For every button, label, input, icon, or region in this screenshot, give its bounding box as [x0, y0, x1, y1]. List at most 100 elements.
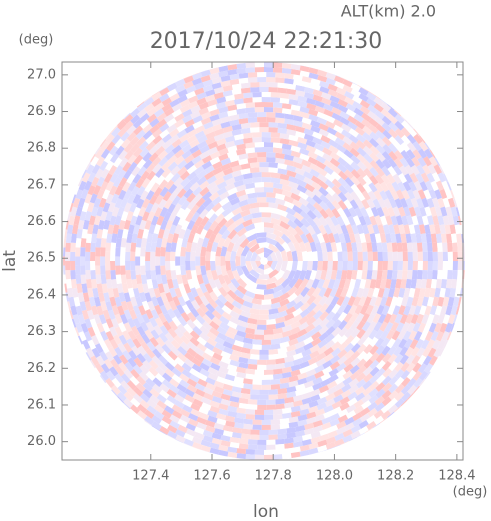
radar-cell	[264, 182, 274, 188]
radar-cell	[312, 324, 323, 334]
radar-cell	[279, 173, 290, 181]
radar-cell	[196, 176, 207, 186]
radar-cell	[125, 269, 132, 280]
radar-cell	[220, 245, 228, 257]
radar-cell	[165, 269, 172, 280]
radar-cell	[283, 318, 295, 327]
radar-cell	[362, 386, 373, 397]
radar-cell	[452, 269, 458, 280]
radar-cell	[286, 250, 293, 261]
radar-cell	[284, 355, 295, 363]
radar-cell	[204, 419, 216, 428]
radar-cell	[380, 403, 392, 414]
radar-cell	[306, 286, 316, 298]
radar-cell	[116, 391, 127, 402]
radar-cell	[189, 144, 200, 155]
radar-cell	[150, 202, 160, 213]
radar-cell	[394, 142, 405, 154]
radar-cell	[251, 212, 262, 219]
radar-cell	[206, 175, 217, 185]
radar-cell	[246, 280, 258, 289]
radar-cell	[196, 336, 207, 346]
radar-cell	[165, 292, 174, 303]
radar-cell	[123, 292, 131, 303]
radar-cell	[213, 428, 225, 436]
radar-cell	[319, 86, 330, 94]
radar-cell	[369, 159, 380, 170]
radar-cell	[287, 292, 298, 303]
radar-cell	[184, 351, 195, 362]
radar-cell	[127, 357, 137, 368]
radar-cell	[376, 151, 386, 163]
radar-cell	[185, 422, 197, 432]
radar-cell	[142, 151, 152, 163]
radar-cell	[157, 150, 168, 160]
radar-cell	[301, 81, 312, 89]
radar-cell	[375, 382, 386, 392]
radar-cell	[342, 376, 353, 387]
radar-cell	[202, 314, 213, 325]
radar-cell	[221, 201, 232, 211]
radar-cell	[324, 172, 336, 183]
radar-cell	[214, 298, 225, 309]
radar-cell	[331, 303, 341, 315]
radar-cell	[161, 103, 172, 113]
radar-cell	[159, 419, 170, 430]
radar-cell	[192, 318, 203, 330]
radar-cell	[145, 202, 154, 214]
radar-cell	[220, 356, 232, 365]
radar-cell	[261, 92, 271, 98]
radar-cell	[162, 191, 172, 202]
radar-cell	[153, 324, 163, 336]
radar-cell	[199, 150, 210, 160]
radar-cell	[324, 115, 336, 124]
radar-cell	[406, 133, 417, 145]
radar-cell	[174, 356, 185, 367]
radar-cell	[350, 154, 361, 165]
radar-cell	[356, 269, 363, 280]
radar-cell	[268, 242, 280, 253]
radar-cell	[451, 278, 458, 289]
radar-cell	[381, 375, 392, 386]
radar-cell	[109, 172, 119, 184]
radar-cell	[179, 414, 191, 424]
radar-cell	[261, 424, 271, 430]
radar-cell	[295, 383, 306, 392]
radar-cell	[290, 320, 301, 330]
radar-cell	[343, 207, 352, 218]
radar-cell	[254, 187, 264, 193]
radar-cell	[171, 138, 182, 149]
radar-cell	[326, 386, 338, 396]
radar-cell	[196, 169, 207, 180]
radar-cell	[252, 172, 262, 178]
radar-cell	[138, 140, 149, 151]
radar-cell	[424, 331, 434, 342]
radar-cell	[432, 197, 440, 208]
radar-cell	[303, 342, 314, 352]
radar-cell	[312, 287, 322, 298]
radar-cell	[298, 241, 307, 253]
radar-cell	[316, 402, 327, 411]
radar-cell	[222, 274, 232, 286]
radar-cell	[425, 378, 435, 389]
radar-cell	[248, 242, 260, 253]
radar-cell	[222, 130, 233, 139]
radar-cell	[127, 181, 137, 192]
radar-cell	[272, 284, 284, 294]
radar-cell	[184, 394, 195, 404]
radar-cell	[362, 366, 373, 377]
radar-cell	[411, 242, 418, 253]
radar-cell	[266, 112, 276, 118]
radar-cell	[328, 367, 339, 378]
radar-cell	[192, 115, 204, 124]
radar-cell	[153, 108, 165, 118]
radar-cell	[412, 251, 418, 261]
radar-cell	[125, 251, 131, 261]
radar-cell	[457, 269, 463, 280]
radar-cell	[290, 410, 301, 418]
radar-cell	[412, 322, 421, 333]
radar-cell	[156, 112, 167, 122]
radar-cell	[259, 389, 269, 395]
radar-cell	[432, 314, 440, 325]
radar-cell	[286, 261, 293, 272]
